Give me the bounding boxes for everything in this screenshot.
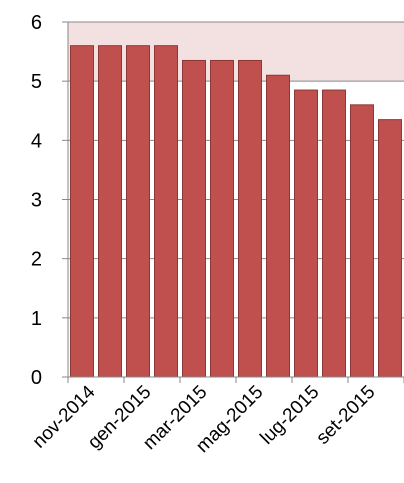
bar-set-2015 — [350, 104, 374, 378]
y-tick-label: 5 — [31, 71, 42, 93]
x-tick-label: lug-2015 — [256, 382, 323, 449]
bar-dic-2014 — [98, 45, 122, 378]
bar-giu-2015 — [266, 74, 290, 378]
x-tick-label: set-2015 — [312, 382, 379, 449]
y-tick-label: 3 — [31, 190, 42, 212]
gridlines — [68, 21, 404, 319]
x-axis: nov-2014gen-2015mar-2015mag-2015lug-2015… — [29, 376, 404, 457]
plot-background — [68, 22, 404, 82]
bar-apr-2015 — [210, 59, 234, 378]
bar-nov-2014 — [70, 45, 94, 378]
bar-mag-2015 — [238, 59, 262, 378]
y-tick-label: 1 — [31, 308, 42, 330]
y-tick-label: 2 — [31, 249, 42, 271]
bar-lug-2015 — [294, 89, 318, 378]
bars — [70, 45, 402, 378]
bar-gen-2015 — [126, 45, 150, 378]
bar-ott-2015 — [378, 119, 402, 378]
bar-mar-2015 — [182, 59, 206, 378]
bar-feb-2015 — [154, 45, 178, 378]
bar-ago-2015 — [322, 89, 346, 378]
y-tick-label: 6 — [31, 12, 42, 34]
y-tick-label: 4 — [31, 130, 42, 152]
y-axis: 0 1 2 3 4 5 6 — [31, 12, 69, 389]
y-tick-label: 0 — [31, 367, 42, 389]
